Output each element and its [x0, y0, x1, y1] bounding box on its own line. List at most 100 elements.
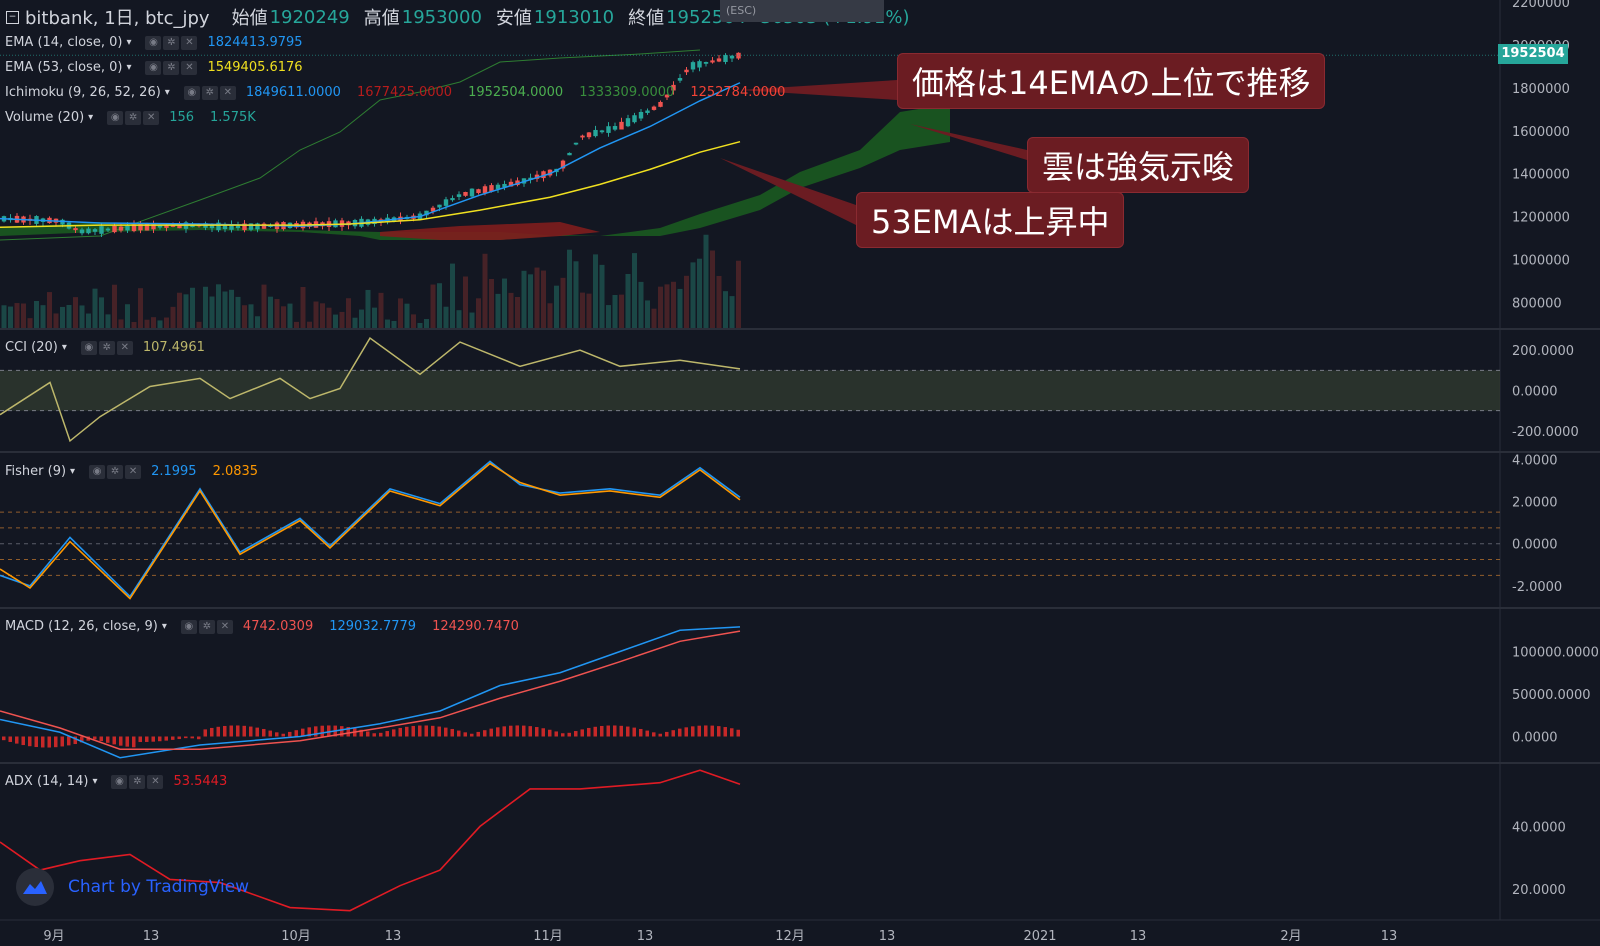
volume-bar [66, 304, 72, 328]
volume-bar [8, 306, 13, 328]
adx-line [0, 769, 741, 912]
macd-histogram-bar [47, 736, 51, 748]
volume-bar [625, 274, 631, 328]
volume-bar [79, 305, 85, 328]
macd-histogram-bar [73, 736, 77, 745]
legend-ichimoku-v1: 1849611.0000 [245, 85, 341, 100]
macd-histogram-bar [509, 725, 513, 737]
gear-icon[interactable]: ✲ [107, 464, 124, 479]
volume-bar [573, 261, 579, 328]
macd-histogram-bar [437, 726, 441, 737]
candle-body [456, 194, 462, 197]
close-icon[interactable]: ✕ [143, 110, 160, 125]
gear-icon[interactable]: ✲ [198, 619, 215, 634]
legend-macd-name[interactable]: MACD (12, 26, close, 9) [5, 619, 158, 634]
candle-body [508, 181, 514, 187]
low-value: 1913010 [533, 6, 615, 28]
volume-bar [365, 289, 371, 328]
ichimoku-cloud-bear [380, 222, 600, 240]
volume-bar [619, 294, 624, 328]
volume-bar [34, 300, 39, 328]
volume-bar [378, 292, 384, 328]
legend-macd-v3: 124290.7470 [432, 619, 519, 634]
volume-bar [27, 318, 33, 328]
macd-histogram-bar [177, 736, 181, 740]
legend-ema14-name[interactable]: EMA (14, close, 0) [5, 35, 123, 50]
candle-body [482, 186, 488, 194]
candle-body [645, 110, 650, 113]
eye-icon[interactable]: ◉ [183, 85, 200, 100]
volume-bar [677, 288, 683, 328]
gear-icon[interactable]: ✲ [201, 85, 218, 100]
volume-bar [476, 298, 481, 328]
legend-ichimoku-name[interactable]: Ichimoku (9, 26, 52, 26) [5, 85, 161, 100]
macd-histogram-bar [119, 736, 123, 746]
legend-ichimoku-v5: 1252784.0000 [690, 85, 786, 100]
close-icon[interactable]: ✕ [181, 60, 198, 75]
annotation-ema53[interactable]: 53EMAは上昇中 [856, 192, 1125, 248]
legend-adx-name[interactable]: ADX (14, 14) [5, 774, 89, 789]
volume-bar [196, 321, 202, 328]
close-icon[interactable]: ✕ [147, 774, 164, 789]
eye-icon[interactable]: ◉ [180, 619, 197, 634]
volume-bar [92, 288, 98, 328]
volume-bar [190, 287, 195, 328]
macd-histogram-bar [106, 736, 110, 743]
eye-icon[interactable]: ◉ [89, 464, 106, 479]
fisher-axis-tick: -2.0000 [1512, 580, 1562, 595]
macd-histogram-bar [632, 727, 636, 737]
macd-histogram-bar [736, 729, 740, 737]
eye-icon[interactable]: ◉ [80, 340, 97, 355]
legend-ema53: EMA (53, close, 0) ▾ ◉ ✲ ✕ 1549405.6176 [5, 60, 303, 75]
volume-bar [736, 260, 741, 328]
close-icon[interactable]: ✕ [216, 619, 233, 634]
volume-bar [138, 288, 143, 328]
macd-histogram-bar [554, 731, 558, 737]
macd-histogram-bar [626, 726, 630, 737]
gear-icon[interactable]: ✲ [125, 110, 142, 125]
macd-histogram-bar [710, 725, 714, 737]
close-icon[interactable]: ✕ [181, 35, 198, 50]
candle-body [157, 225, 163, 228]
volume-bar [274, 299, 280, 328]
gear-icon[interactable]: ✲ [163, 35, 180, 50]
gear-icon[interactable]: ✲ [163, 60, 180, 75]
volume-bar [164, 317, 169, 328]
open-value: 1920249 [269, 6, 350, 28]
candle-body [684, 69, 689, 73]
volume-bar [710, 250, 715, 328]
esc-hint[interactable]: (ESC) [720, 0, 884, 22]
candle-body [469, 188, 475, 197]
annotation-ema14[interactable]: 価格は14EMAの上位で推移 [897, 53, 1326, 109]
close-icon[interactable]: ✕ [125, 464, 142, 479]
volume-bar [658, 286, 663, 328]
symbol-label[interactable]: bitbank, 1日, btc_jpy [25, 8, 210, 29]
candle-body [515, 180, 520, 186]
volume-bar [716, 275, 722, 328]
legend-macd-v2: 129032.7779 [329, 619, 417, 634]
volume-bar [281, 306, 286, 328]
tradingview-watermark[interactable]: Chart by TradingView [16, 868, 249, 906]
gear-icon[interactable]: ✲ [129, 774, 146, 789]
volume-bar [14, 303, 20, 328]
macd-histogram-bar [431, 725, 435, 737]
candle-body [235, 225, 241, 229]
time-axis-tick: 13 [143, 929, 160, 944]
legend-cci-name[interactable]: CCI (20) [5, 340, 58, 355]
legend-ema53-name[interactable]: EMA (53, close, 0) [5, 60, 123, 75]
gear-icon[interactable]: ✲ [98, 340, 115, 355]
legend-fisher-name[interactable]: Fisher (9) [5, 464, 67, 479]
close-icon[interactable]: ✕ [219, 85, 236, 100]
legend-volume-name[interactable]: Volume (20) [5, 110, 85, 125]
eye-icon[interactable]: ◉ [145, 35, 162, 50]
minimize-icon[interactable]: − [6, 10, 19, 24]
legend-ichimoku-v2: 1677425.0000 [356, 85, 453, 100]
high-label: 高値 [363, 8, 400, 29]
eye-icon[interactable]: ◉ [111, 774, 128, 789]
eye-icon[interactable]: ◉ [107, 110, 124, 125]
eye-icon[interactable]: ◉ [145, 60, 162, 75]
volume-bar [437, 283, 442, 328]
annotation-cloud[interactable]: 雲は強気示唆 [1027, 137, 1250, 193]
close-icon[interactable]: ✕ [116, 340, 133, 355]
